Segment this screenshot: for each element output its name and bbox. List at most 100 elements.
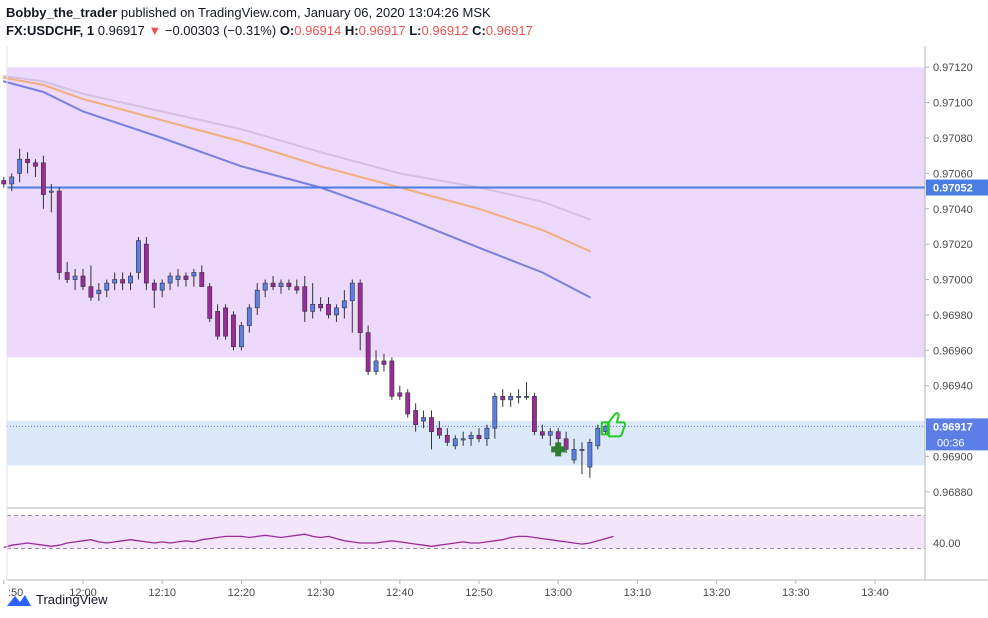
candle-body bbox=[357, 282, 363, 333]
candle-body bbox=[405, 392, 411, 415]
moving-average-line bbox=[2, 76, 591, 253]
time-tick-label: :50 bbox=[8, 587, 23, 599]
publish-info: Bobby_the_trader published on TradingVie… bbox=[6, 5, 491, 20]
low-label: L: bbox=[409, 23, 422, 38]
price-tick-label: 0.97040 bbox=[933, 204, 973, 216]
candle-body bbox=[381, 360, 387, 365]
time-tick-label: 12:50 bbox=[465, 587, 493, 599]
candle-body bbox=[56, 190, 62, 273]
time-tick-label: 12:20 bbox=[228, 587, 256, 599]
thumbs-up-icon bbox=[600, 412, 627, 438]
moving-average-line bbox=[2, 75, 591, 221]
candle-body bbox=[25, 158, 30, 164]
down-arrow-icon: ▼ bbox=[148, 23, 162, 38]
candle-body bbox=[159, 282, 165, 291]
chart-zones bbox=[7, 67, 925, 466]
zone-purple bbox=[7, 67, 925, 358]
open-label: O: bbox=[279, 23, 295, 38]
last-price-tag bbox=[926, 418, 988, 451]
price-tick-label: 0.96900 bbox=[933, 451, 973, 463]
candle-body bbox=[239, 325, 244, 348]
price-tick-label: 0.97020 bbox=[933, 239, 973, 251]
moving-average-line bbox=[2, 80, 591, 299]
candle-body bbox=[199, 272, 205, 287]
candle-body bbox=[9, 176, 15, 185]
close-label: C: bbox=[472, 23, 486, 38]
level-price-label: 0.97052 bbox=[933, 183, 973, 195]
tradingview-logo-icon bbox=[7, 594, 31, 606]
rsi-pane bbox=[3, 507, 925, 549]
price-tick-label: 0.96880 bbox=[933, 487, 973, 499]
price-tick-label: 0.97080 bbox=[933, 133, 973, 145]
candle-body bbox=[571, 449, 577, 461]
candle-body bbox=[349, 282, 355, 302]
rsi-level-label: 40.00 bbox=[933, 538, 961, 550]
candle-body bbox=[310, 304, 316, 312]
candle-body bbox=[183, 275, 189, 280]
candle-body bbox=[302, 286, 308, 312]
time-tick-label: 13:10 bbox=[624, 587, 652, 599]
high-value: 0.96917 bbox=[358, 23, 406, 38]
candle-body bbox=[373, 360, 379, 372]
countdown-label: 00:36 bbox=[937, 437, 965, 449]
price-tick-label: 0.97120 bbox=[933, 62, 973, 74]
candle-body bbox=[500, 396, 506, 401]
time-tick-label: 13:40 bbox=[861, 587, 889, 599]
time-tick-label: 12:00 bbox=[69, 587, 97, 599]
candle-body bbox=[72, 275, 78, 280]
price-change: −0.00303 (−0.31%) bbox=[164, 23, 277, 38]
candle-body bbox=[484, 427, 490, 440]
candle-body bbox=[88, 286, 94, 298]
candle-body bbox=[294, 286, 300, 291]
candle-body bbox=[17, 158, 23, 174]
tradingview-brand: TradingView bbox=[36, 592, 108, 607]
candle-body bbox=[547, 431, 553, 436]
candle-body bbox=[136, 240, 141, 273]
candle-body bbox=[326, 304, 331, 316]
candle-body bbox=[468, 434, 474, 440]
level-price-tag bbox=[926, 179, 988, 196]
candle-body bbox=[215, 311, 221, 337]
price-tick-label: 0.96960 bbox=[933, 345, 973, 357]
zone-blue bbox=[7, 421, 925, 466]
moving-averages bbox=[2, 75, 591, 299]
price-tick-label: 0.96940 bbox=[933, 381, 973, 393]
candle-body bbox=[120, 279, 125, 284]
candle-body bbox=[40, 162, 46, 195]
candle-body bbox=[429, 417, 434, 432]
horizontal-levels bbox=[7, 186, 925, 427]
candle-body bbox=[389, 360, 395, 397]
tradingview-footer[interactable]: TradingView bbox=[6, 592, 108, 607]
candle-body bbox=[334, 307, 339, 316]
candle-body bbox=[80, 275, 86, 287]
published-text: published on TradingView.com, January 06… bbox=[120, 5, 491, 20]
symbol-label[interactable]: FX:USDCHF, 1 bbox=[6, 23, 95, 38]
price-tick-label: 0.97060 bbox=[933, 168, 973, 180]
candle-body bbox=[112, 279, 118, 284]
time-tick-label: 12:10 bbox=[148, 587, 176, 599]
candle-body bbox=[167, 275, 173, 284]
candle-body bbox=[524, 396, 529, 398]
candle-body bbox=[595, 427, 601, 447]
chart-axes: 0.97120 0.97100 0.97080 0.97060 0.97040 0.970… bbox=[3, 46, 988, 599]
candle-body bbox=[246, 307, 252, 326]
author-name[interactable]: Bobby_the_trader bbox=[6, 5, 118, 20]
candle-body bbox=[421, 417, 426, 422]
candle-body bbox=[33, 162, 38, 167]
candle-body bbox=[436, 427, 442, 436]
candle-body bbox=[539, 431, 545, 436]
candle-body bbox=[492, 396, 498, 429]
last-price: 0.96917 bbox=[97, 23, 145, 38]
candle-body bbox=[231, 314, 236, 348]
candle-body bbox=[1, 180, 7, 185]
price-tick-label: 0.97000 bbox=[933, 275, 973, 287]
candle-body bbox=[365, 332, 371, 372]
candle-body bbox=[96, 289, 102, 294]
time-tick-label: 13:00 bbox=[544, 587, 572, 599]
candle-body bbox=[532, 396, 537, 432]
candle-body bbox=[444, 434, 450, 443]
candle-body bbox=[452, 438, 458, 447]
open-value: 0.96914 bbox=[294, 23, 342, 38]
symbol-legend: FX:USDCHF, 1 0.96917 ▼ −0.00303 (−0.31%)… bbox=[6, 23, 533, 38]
